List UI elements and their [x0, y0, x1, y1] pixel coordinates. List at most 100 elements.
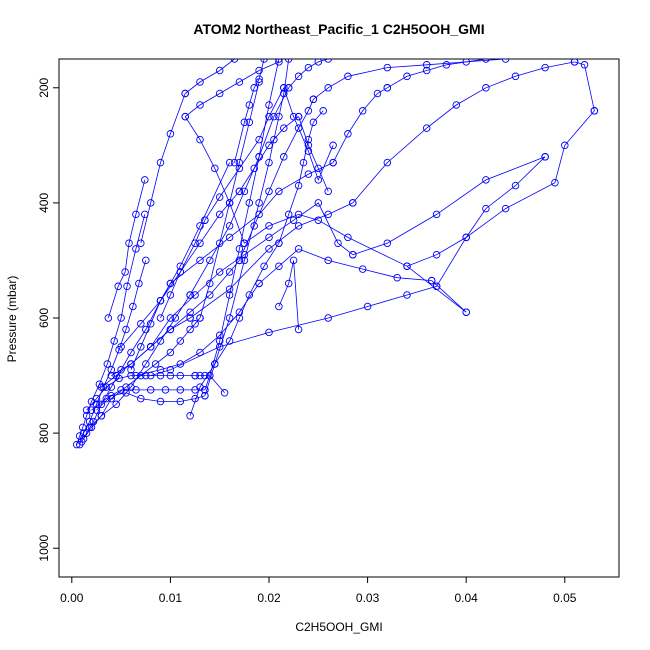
x-tick-label: 0.02 — [257, 591, 281, 605]
data-point — [319, 107, 327, 115]
data-point — [373, 89, 382, 98]
y-tick-label: 200 — [37, 77, 51, 97]
data-point — [132, 371, 140, 380]
y-tick-label: 400 — [37, 193, 51, 213]
data-point — [383, 63, 392, 72]
data-point — [196, 135, 204, 144]
data-point — [122, 389, 130, 397]
data-point — [215, 337, 224, 345]
data-point — [452, 101, 461, 109]
data-point — [97, 412, 106, 420]
data-point — [260, 262, 268, 270]
data-point — [196, 101, 204, 109]
data-point — [87, 423, 96, 432]
data-point — [92, 406, 101, 414]
data-point — [280, 153, 288, 161]
data-point — [304, 170, 313, 178]
data-point — [191, 320, 199, 328]
data-point — [240, 239, 249, 247]
data-point — [289, 256, 298, 265]
data-point — [280, 124, 288, 132]
y-tick-label: 600 — [37, 308, 51, 328]
data-point — [422, 66, 431, 75]
series-line — [352, 61, 575, 204]
data-point — [186, 291, 194, 299]
data-point — [117, 314, 125, 322]
data-point — [294, 124, 303, 132]
data-point — [265, 233, 273, 242]
data-point — [196, 222, 204, 230]
data-point — [215, 268, 224, 276]
data-point — [117, 366, 125, 374]
data-point — [275, 112, 283, 121]
data-point — [196, 314, 204, 322]
x-tick-label: 0.03 — [356, 591, 380, 605]
data-point — [324, 187, 332, 196]
data-point — [304, 135, 313, 144]
data-point — [107, 371, 116, 380]
data-point — [240, 250, 249, 259]
data-point — [196, 348, 204, 357]
data-point — [110, 337, 118, 345]
data-point — [156, 314, 165, 322]
data-point — [225, 314, 234, 322]
data-point — [206, 279, 214, 288]
data-point — [324, 210, 332, 219]
data-point — [123, 282, 131, 291]
data-point — [137, 320, 145, 328]
data-point — [383, 158, 392, 167]
series-4 — [77, 158, 234, 446]
data-point — [137, 394, 145, 403]
x-tick-label: 0.00 — [60, 591, 84, 605]
data-point — [225, 268, 234, 276]
data-point — [79, 435, 88, 443]
data-point — [225, 233, 234, 242]
series-43 — [181, 59, 239, 98]
series-34 — [294, 112, 332, 196]
series-15 — [186, 84, 293, 299]
data-point — [255, 135, 263, 144]
series-line — [239, 99, 314, 261]
series-41 — [383, 59, 490, 92]
y-axis: 200 400 600 800 1000 — [37, 77, 60, 562]
data-point — [129, 302, 137, 311]
data-point — [85, 423, 94, 432]
data-point — [501, 204, 510, 213]
data-point — [344, 72, 352, 81]
data-point — [146, 199, 155, 207]
series-line — [278, 260, 299, 330]
data-point — [166, 325, 175, 334]
series-line — [298, 116, 329, 192]
x-tick-label: 0.05 — [553, 591, 577, 605]
series-line — [204, 59, 290, 396]
data-point — [511, 72, 520, 81]
data-point — [245, 291, 254, 299]
data-point — [103, 360, 112, 368]
data-point — [329, 158, 337, 167]
data-point — [230, 59, 239, 63]
data-point — [432, 210, 441, 219]
series-line — [184, 59, 235, 94]
data-point — [383, 84, 392, 92]
data-point — [284, 59, 293, 63]
data-point — [284, 84, 293, 92]
data-point — [462, 59, 470, 66]
series-line — [135, 283, 260, 376]
series-46 — [280, 84, 337, 184]
data-point — [235, 164, 244, 173]
series-16 — [284, 59, 332, 92]
data-point — [156, 397, 165, 406]
data-point — [82, 406, 91, 414]
data-point — [314, 216, 323, 224]
data-point — [127, 383, 135, 391]
data-point — [275, 187, 283, 196]
data-point — [225, 291, 234, 299]
x-tick-label: 0.04 — [455, 591, 479, 605]
data-point — [151, 360, 160, 368]
data-point — [304, 141, 313, 150]
data-point — [176, 371, 185, 380]
data-point — [206, 256, 214, 265]
data-point — [235, 308, 244, 316]
data-point — [275, 59, 283, 66]
data-point — [314, 59, 323, 66]
